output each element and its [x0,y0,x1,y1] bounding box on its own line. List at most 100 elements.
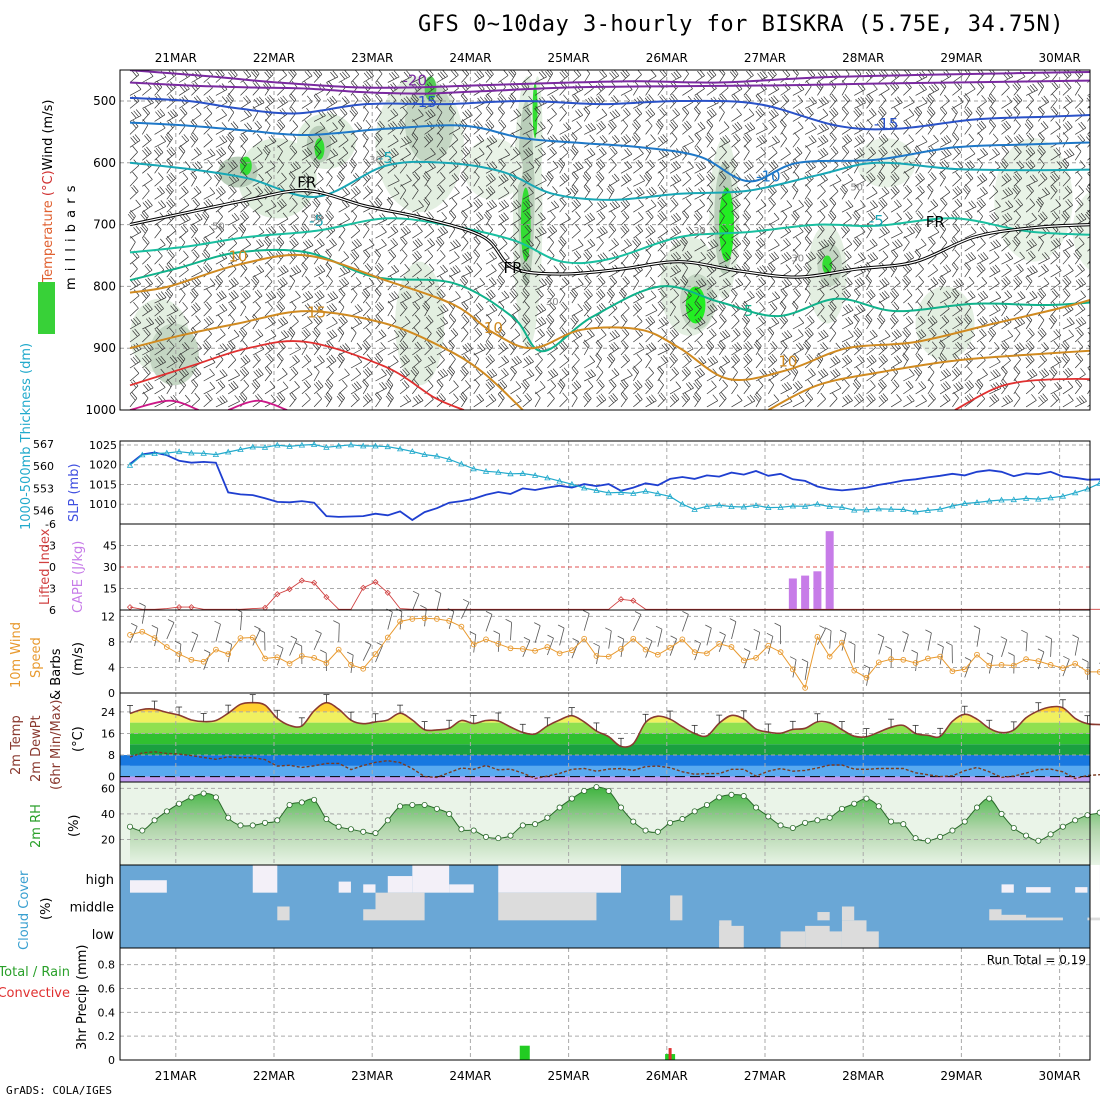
wind-barb [682,95,694,109]
wind-barb [424,315,434,330]
wind-barb [289,211,299,226]
wind-barb [743,353,753,369]
wind-barb [927,263,938,278]
wind-barb [325,340,334,356]
rh-point [1023,832,1030,839]
wind-barb [448,210,457,226]
wind-barb [326,148,339,161]
wind-barb [301,380,311,395]
wind-barb [927,392,936,408]
wind-barb [804,287,811,304]
wind-barb [620,83,633,96]
wind-barb [1001,252,1014,265]
wind-barb [976,340,986,356]
thickness-point [372,442,379,449]
wind-speed-point [1035,658,1042,664]
wind-barb [742,249,752,265]
wind-barb [227,70,238,83]
wind-barb [853,107,863,122]
wind-barb [964,82,976,96]
precip-unit: (mm) [75,945,90,980]
wind-barb [989,171,996,187]
wind-barb [853,183,860,200]
li-tick: 3 [49,583,56,596]
lifted-index-point [176,604,183,611]
wind-barb [915,315,926,330]
wind-barb [498,199,510,213]
wind-barb [337,159,348,174]
wind-barb [387,82,398,96]
wind-barb [484,93,493,109]
wind-barb-10m [682,611,689,632]
wind-barb [717,301,726,317]
wind-speed-point [348,662,354,668]
wind-barb-10m [848,641,856,663]
wind-barb [534,121,546,135]
wind-barb [657,316,669,330]
wind-barb [387,147,399,161]
wind-barb [915,238,927,252]
wind-barb [619,379,629,395]
wind-barb [989,264,1001,278]
wind-barb [277,70,287,83]
wind-barb [228,290,239,304]
wind-barb [424,147,436,161]
wind-barb [497,106,505,122]
wind-barb [263,80,272,96]
wind-barb [485,161,498,174]
wind-barb [903,302,914,317]
rh-point [188,794,195,801]
cape-bar [825,531,834,610]
wind-barb [461,133,471,148]
wind-barb [362,378,369,395]
wind-barb [473,302,484,317]
wind-barb [1025,184,1034,200]
wind-barb-10m [718,631,726,652]
wind-barb [596,147,607,161]
wind-barb-10m [774,622,781,645]
wind-barb [767,353,778,369]
wind-barb [485,303,498,317]
wind-barb [1062,394,1074,408]
wind-barb [706,96,719,109]
li-tick: -6 [45,518,56,531]
cloud-label: Cloud Cover [17,870,32,950]
wind-barb [435,236,445,252]
wind-barb-10m [129,623,138,644]
wind-barb [817,147,829,161]
wind-barb [620,119,629,135]
wind-barb [544,274,553,291]
wind-barb [1037,288,1047,304]
wind-barb [289,301,297,317]
wind-barb [326,291,339,304]
rh-point [765,813,772,820]
wind-barb [780,340,788,356]
wind-barb [719,134,731,148]
wind-barb [240,81,249,96]
wind-barb [191,302,201,317]
wind-barb [694,316,706,330]
rh-point [446,810,453,817]
temperature-band [130,711,1090,723]
wind-barb [878,330,891,343]
rh-point [372,830,379,837]
wind-barb [866,393,876,408]
dewpoint-line [129,751,1100,780]
wind-barb [289,392,297,408]
wind-barb [191,185,202,200]
wind-barb [1038,368,1050,382]
wind-barb [706,107,717,122]
cloud-clear-patch [780,931,806,948]
wind-barb [375,70,383,83]
wind-barb [718,171,727,187]
wind-barb [890,132,899,148]
wind-barb [1074,145,1082,161]
rh-point [139,827,146,834]
wind-barb [792,199,804,213]
wind-barb [1062,171,1071,187]
wind-barb [939,197,948,213]
wind-speed-point [409,616,416,622]
wind-barb [915,135,928,148]
wind-barb [915,262,924,278]
wind-barb-10m [557,624,565,646]
